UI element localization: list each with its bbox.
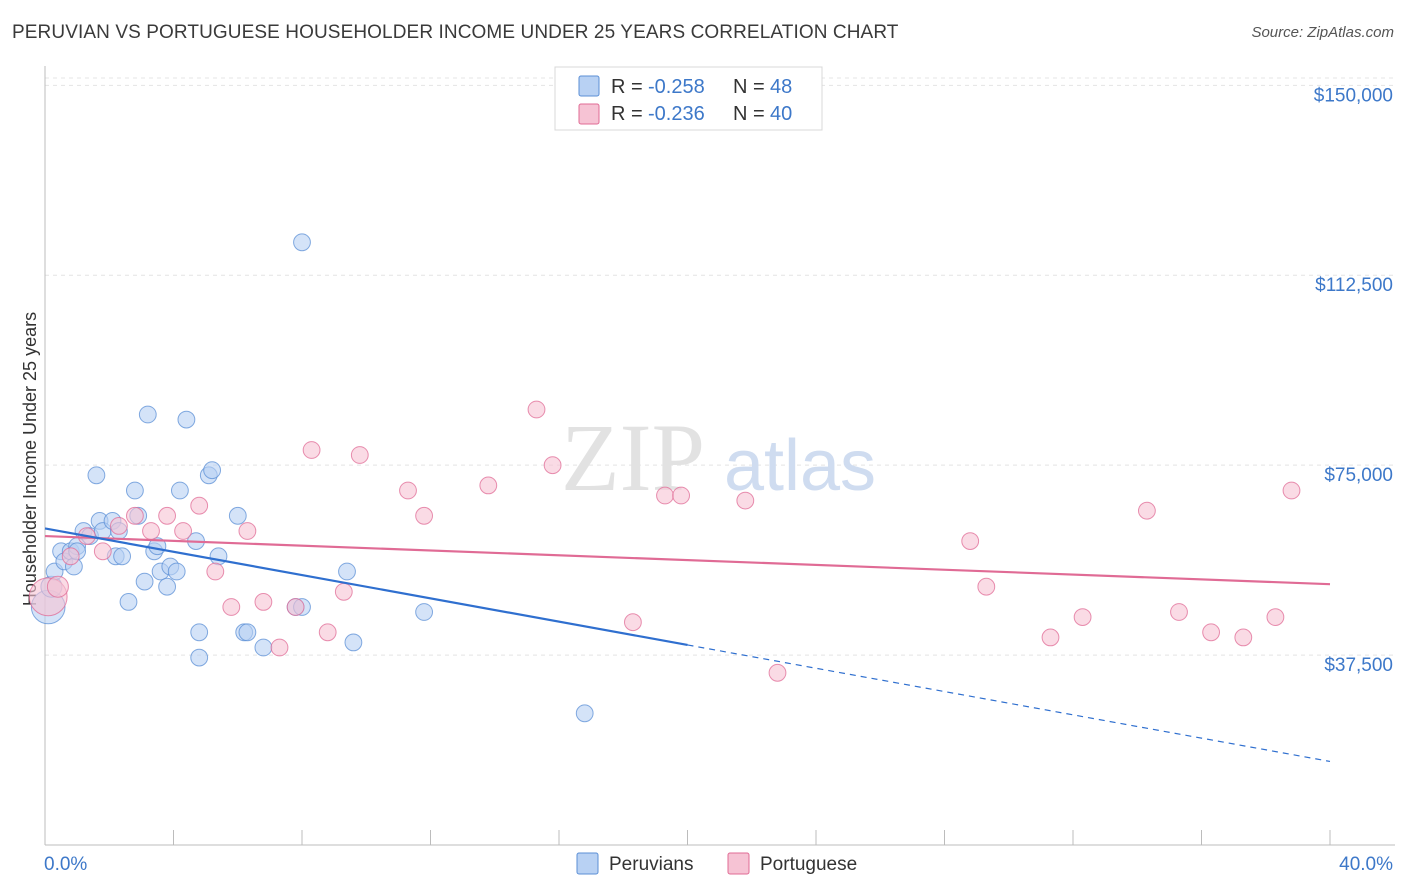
x-tick-label-min: 0.0% bbox=[44, 854, 87, 875]
point-portuguese bbox=[1041, 628, 1060, 647]
point-peruvians bbox=[203, 461, 222, 480]
chart-title: PERUVIAN VS PORTUGUESE HOUSEHOLDER INCOM… bbox=[12, 22, 899, 43]
x-tick-label-max: 40.0% bbox=[1339, 854, 1393, 875]
point-portuguese bbox=[125, 506, 144, 525]
series-legend-swatch-peruvians bbox=[576, 852, 599, 875]
point-portuguese bbox=[399, 481, 417, 500]
source-label: Source: ZipAtlas.com bbox=[1251, 24, 1394, 41]
point-peruvians bbox=[135, 572, 154, 591]
point-portuguese bbox=[1170, 603, 1188, 621]
legend-r-value-portuguese: -0.236 bbox=[648, 103, 705, 125]
point-portuguese bbox=[254, 593, 273, 611]
y-tick-label: $112,500 bbox=[1315, 275, 1393, 296]
point-peruvians bbox=[167, 562, 186, 581]
point-peruvians bbox=[113, 547, 131, 566]
point-portuguese bbox=[350, 446, 369, 464]
series-legend-portuguese: Portuguese bbox=[760, 854, 857, 875]
legend: R = -0.258 N = 48 R = -0.236 N = 40 bbox=[554, 66, 823, 131]
point-peruvians bbox=[125, 481, 144, 500]
point-peruvians bbox=[415, 603, 434, 621]
legend-swatch-peruvians bbox=[578, 75, 600, 97]
point-peruvians bbox=[344, 633, 363, 652]
y-axis-label: Householder Income Under 25 years bbox=[20, 312, 40, 606]
point-portuguese bbox=[624, 613, 642, 632]
point-portuguese bbox=[110, 517, 128, 535]
series-legend: Peruvians Portuguese bbox=[576, 852, 857, 875]
point-peruvians bbox=[138, 405, 157, 424]
trend-line-portuguese bbox=[44, 534, 1331, 586]
point-portuguese bbox=[527, 400, 546, 419]
point-peruvians bbox=[171, 481, 189, 500]
legend-r-label-peruvians: R = bbox=[611, 76, 643, 98]
point-peruvians bbox=[190, 648, 209, 667]
point-portuguese bbox=[415, 506, 434, 525]
point-portuguese bbox=[286, 598, 305, 616]
grid-lines bbox=[45, 77, 1395, 656]
point-portuguese bbox=[206, 562, 225, 581]
axes bbox=[44, 66, 1395, 846]
point-peruvians bbox=[177, 410, 196, 429]
point-peruvians bbox=[209, 547, 228, 566]
series-legend-swatch-portuguese bbox=[727, 852, 750, 875]
point-portuguese bbox=[158, 506, 177, 525]
point-peruvians bbox=[190, 623, 209, 642]
point-portuguese bbox=[1073, 608, 1092, 626]
point-portuguese bbox=[977, 577, 996, 596]
x-tick-labels: 0.0% 40.0% bbox=[44, 854, 1393, 875]
point-peruvians bbox=[293, 233, 311, 252]
point-portuguese bbox=[61, 547, 80, 566]
y-tick-labels: $37,500 $75,000 $112,500 $150,000 bbox=[1314, 85, 1393, 676]
y-tick-label: $75,000 bbox=[1324, 465, 1393, 486]
y-tick-label: $150,000 bbox=[1314, 85, 1393, 106]
data-points bbox=[28, 233, 1301, 723]
legend-r-label-portuguese: R = bbox=[611, 103, 643, 125]
legend-n-label-peruvians: N = bbox=[733, 76, 765, 98]
point-portuguese bbox=[174, 522, 193, 540]
point-portuguese bbox=[768, 663, 787, 682]
point-portuguese bbox=[318, 623, 337, 642]
point-portuguese bbox=[656, 486, 674, 505]
point-portuguese bbox=[334, 582, 353, 601]
trend-line-peruvians-extension bbox=[687, 644, 1331, 763]
point-portuguese bbox=[1266, 608, 1285, 626]
series-legend-peruvians: Peruvians bbox=[609, 854, 694, 875]
point-portuguese bbox=[302, 441, 321, 459]
point-portuguese bbox=[736, 491, 755, 510]
legend-swatch-portuguese bbox=[578, 103, 600, 125]
point-portuguese bbox=[961, 532, 980, 550]
legend-r-value-peruvians: -0.258 bbox=[648, 76, 705, 98]
point-peruvians bbox=[575, 704, 594, 723]
point-peruvians bbox=[238, 623, 257, 642]
point-portuguese bbox=[93, 542, 112, 561]
point-peruvians bbox=[228, 506, 247, 525]
point-portuguese bbox=[543, 456, 562, 475]
legend-n-value-peruvians: 48 bbox=[770, 76, 792, 98]
point-peruvians bbox=[158, 577, 177, 596]
watermark: ZIP atlas bbox=[561, 404, 876, 511]
point-peruvians bbox=[119, 593, 138, 611]
point-portuguese bbox=[222, 598, 241, 616]
legend-n-label-portuguese: N = bbox=[733, 103, 765, 125]
point-portuguese bbox=[1282, 481, 1301, 500]
point-peruvians bbox=[87, 466, 106, 485]
trend-line-peruvians bbox=[44, 527, 688, 647]
point-portuguese bbox=[479, 476, 498, 495]
point-portuguese bbox=[1202, 623, 1220, 642]
point-portuguese bbox=[46, 575, 69, 598]
legend-n-value-portuguese: 40 bbox=[770, 103, 792, 125]
point-portuguese bbox=[190, 496, 209, 515]
point-peruvians bbox=[254, 638, 273, 657]
point-peruvians bbox=[338, 562, 356, 581]
point-portuguese bbox=[270, 638, 289, 657]
trend-lines bbox=[44, 527, 1331, 763]
y-tick-label: $37,500 bbox=[1324, 655, 1393, 676]
point-portuguese bbox=[672, 486, 690, 505]
point-portuguese bbox=[1234, 628, 1253, 647]
point-portuguese bbox=[142, 522, 160, 540]
point-portuguese bbox=[238, 522, 257, 540]
point-portuguese bbox=[1138, 501, 1156, 520]
